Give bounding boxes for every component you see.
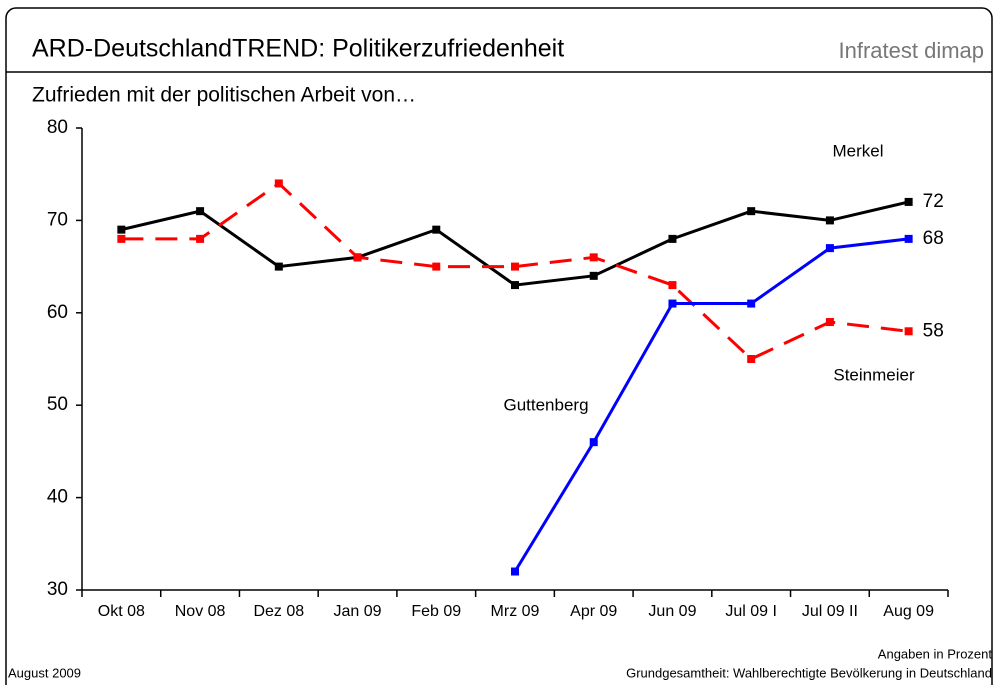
value-label: 58 xyxy=(923,320,944,341)
brand: Infratest dimap xyxy=(838,38,984,63)
x-tick-label: Dez 08 xyxy=(253,603,304,620)
point xyxy=(589,438,598,447)
y-tick-label: 50 xyxy=(47,394,68,415)
x-tick-label: Jun 09 xyxy=(648,603,696,620)
x-tick-label: Jan 09 xyxy=(334,603,382,620)
x-tick-label: Nov 08 xyxy=(175,603,226,620)
footer-date: August 2009 xyxy=(8,665,81,680)
point xyxy=(117,225,126,234)
value-label: 72 xyxy=(923,191,944,212)
point xyxy=(353,253,362,262)
y-tick-label: 70 xyxy=(47,209,68,230)
point xyxy=(747,207,756,216)
y-tick-label: 40 xyxy=(47,487,68,508)
x-tick-label: Jul 09 II xyxy=(802,603,858,620)
series-line xyxy=(121,200,909,287)
point xyxy=(274,262,283,271)
point xyxy=(825,244,834,253)
point xyxy=(668,281,677,290)
series-label: Steinmeier xyxy=(833,365,915,384)
point xyxy=(825,318,834,327)
point xyxy=(589,253,598,262)
point xyxy=(274,179,283,188)
point xyxy=(117,234,126,243)
point xyxy=(511,262,519,271)
x-tick-label: Jul 09 I xyxy=(725,603,777,620)
x-tick-label: Apr 09 xyxy=(570,603,617,620)
point xyxy=(432,262,441,271)
point xyxy=(747,299,756,308)
chart-title: Zufrieden mit der politischen Arbeit von… xyxy=(32,84,416,107)
point xyxy=(196,234,205,243)
y-tick-label: 60 xyxy=(47,302,68,323)
series-line xyxy=(513,237,909,573)
x-tick-label: Mrz 09 xyxy=(491,603,540,620)
series-line xyxy=(121,181,909,361)
point xyxy=(825,216,834,225)
footer-base: Grundgesamtheit: Wahlberechtigte Bevölke… xyxy=(626,665,992,680)
point xyxy=(668,234,677,243)
point xyxy=(668,299,677,308)
point xyxy=(904,197,913,206)
value-label: 68 xyxy=(923,228,944,249)
point xyxy=(511,281,519,290)
page-title: ARD-DeutschlandTREND: Politikerzufrieden… xyxy=(32,35,564,63)
x-tick-label: Feb 09 xyxy=(411,603,461,620)
y-tick-label: 30 xyxy=(47,579,68,600)
point xyxy=(196,207,205,216)
footer-note: Angaben in Prozent xyxy=(878,646,993,661)
frame xyxy=(5,7,993,685)
x-tick-label: Aug 09 xyxy=(883,603,934,620)
point xyxy=(589,271,598,280)
series-label: Merkel xyxy=(832,141,883,160)
point xyxy=(904,234,913,243)
point xyxy=(747,355,756,363)
y-tick-label: 80 xyxy=(47,117,68,138)
x-tick-label: Okt 08 xyxy=(98,603,145,620)
point xyxy=(904,327,913,336)
point xyxy=(511,567,519,576)
series-label: Guttenberg xyxy=(503,395,588,414)
point xyxy=(432,225,441,234)
